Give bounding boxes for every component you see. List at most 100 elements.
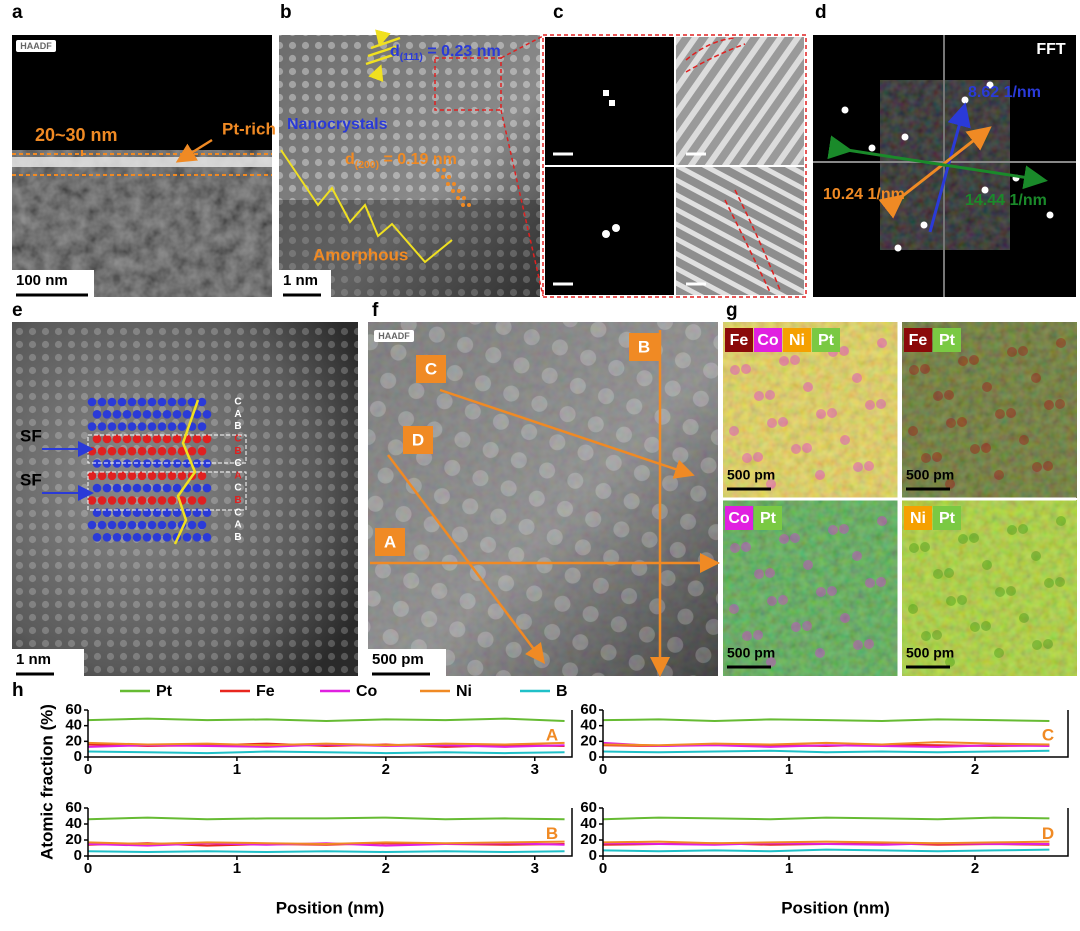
subscript: (111) xyxy=(400,52,423,63)
atom xyxy=(157,446,167,456)
x-tick-label: 2 xyxy=(971,761,979,778)
map-speckle xyxy=(920,542,930,552)
spacing-label: d(200) = 0.19 nm xyxy=(345,151,457,171)
panel-label: e xyxy=(12,300,23,321)
legend-label: B xyxy=(556,683,568,700)
stacking-letter: C xyxy=(234,507,241,518)
y-tick-label: 0 xyxy=(589,847,597,864)
map-speckle xyxy=(1043,639,1053,649)
atom-dot xyxy=(446,182,450,186)
line-label: A xyxy=(384,532,396,551)
map-speckle xyxy=(946,418,956,428)
fringe-mark xyxy=(724,189,781,293)
map-speckle xyxy=(827,586,837,596)
legend-label: Pt xyxy=(156,683,173,700)
value: = 0.23 nm xyxy=(423,43,501,60)
element-label: Pt xyxy=(939,510,956,527)
map-speckle xyxy=(802,621,812,631)
atom xyxy=(122,483,132,493)
y-tick-label: 60 xyxy=(65,799,82,816)
element-tag xyxy=(725,328,753,352)
map-speckle xyxy=(767,418,777,428)
map-speckle xyxy=(1018,346,1028,356)
atom xyxy=(167,496,177,505)
stacking-letter: C xyxy=(234,483,241,494)
atom xyxy=(177,446,187,456)
zoom-box xyxy=(434,57,502,111)
map-speckle xyxy=(765,568,775,578)
map-speckle xyxy=(765,390,775,400)
atom xyxy=(147,397,157,407)
panel-label: h xyxy=(12,680,24,701)
atom xyxy=(127,471,137,481)
fft-spot xyxy=(920,221,928,229)
atom-dot xyxy=(462,196,466,200)
map-speckle xyxy=(827,408,837,418)
map-speckle xyxy=(933,391,943,401)
map-speckle xyxy=(1019,435,1029,445)
atom xyxy=(132,434,142,444)
atom xyxy=(107,471,117,481)
map-speckle xyxy=(779,534,789,544)
atom xyxy=(142,533,152,542)
annotation: Pt-rich xyxy=(222,119,276,138)
scale-label: 500 pm xyxy=(372,651,424,668)
chart-annotation: B xyxy=(546,824,558,843)
map-speckle xyxy=(1007,347,1017,357)
atom xyxy=(87,397,97,407)
atom xyxy=(182,459,192,468)
series-line xyxy=(87,750,565,755)
scale-label: 1 nm xyxy=(16,651,51,668)
symbol: d xyxy=(390,43,400,60)
map-speckle xyxy=(981,621,991,631)
atom xyxy=(152,410,162,419)
arrow xyxy=(375,29,391,47)
series-line xyxy=(602,741,1050,747)
axes xyxy=(87,710,573,758)
y-axis-label: Atomic fraction (%) xyxy=(37,704,56,860)
chart-annotation: C xyxy=(1042,725,1054,744)
map-speckle xyxy=(803,382,813,392)
atom xyxy=(107,520,117,530)
element-tag xyxy=(904,328,932,352)
symbol: d xyxy=(345,151,355,168)
atom xyxy=(192,508,202,517)
atom xyxy=(107,496,117,505)
atom xyxy=(192,483,202,493)
map-speckle xyxy=(828,525,838,535)
atom xyxy=(167,397,177,407)
stacking-letter: C xyxy=(234,434,241,445)
line-label: D xyxy=(412,430,424,449)
map-speckle xyxy=(852,551,862,561)
map-speckle xyxy=(958,356,968,366)
atom xyxy=(177,471,187,481)
map-speckle xyxy=(852,373,862,383)
atom xyxy=(162,508,172,517)
y-tick-label: 40 xyxy=(580,815,597,832)
element-tag xyxy=(933,328,961,352)
atom xyxy=(102,410,112,419)
line-label: B xyxy=(638,337,650,356)
map-speckle xyxy=(1031,551,1041,561)
x-tick-label: 0 xyxy=(84,761,92,778)
map-speckle xyxy=(944,390,954,400)
atom xyxy=(137,422,147,431)
atom-dot xyxy=(441,175,445,179)
atom xyxy=(177,422,187,431)
scale-label: 500 pm xyxy=(727,467,775,483)
axes xyxy=(602,808,1069,857)
mask-spot xyxy=(603,90,609,96)
stacking-letter: B xyxy=(234,495,241,506)
panel-label: f xyxy=(372,300,379,321)
map-speckle xyxy=(742,453,752,463)
y-tick-label: 60 xyxy=(580,799,597,816)
annotation: SF xyxy=(20,426,42,445)
map-speckle xyxy=(778,417,788,427)
map-speckle xyxy=(946,596,956,606)
atom xyxy=(147,520,157,530)
atom xyxy=(162,410,172,419)
scale-box xyxy=(12,649,84,676)
map-speckle xyxy=(778,595,788,605)
annotation: SF xyxy=(20,470,42,489)
